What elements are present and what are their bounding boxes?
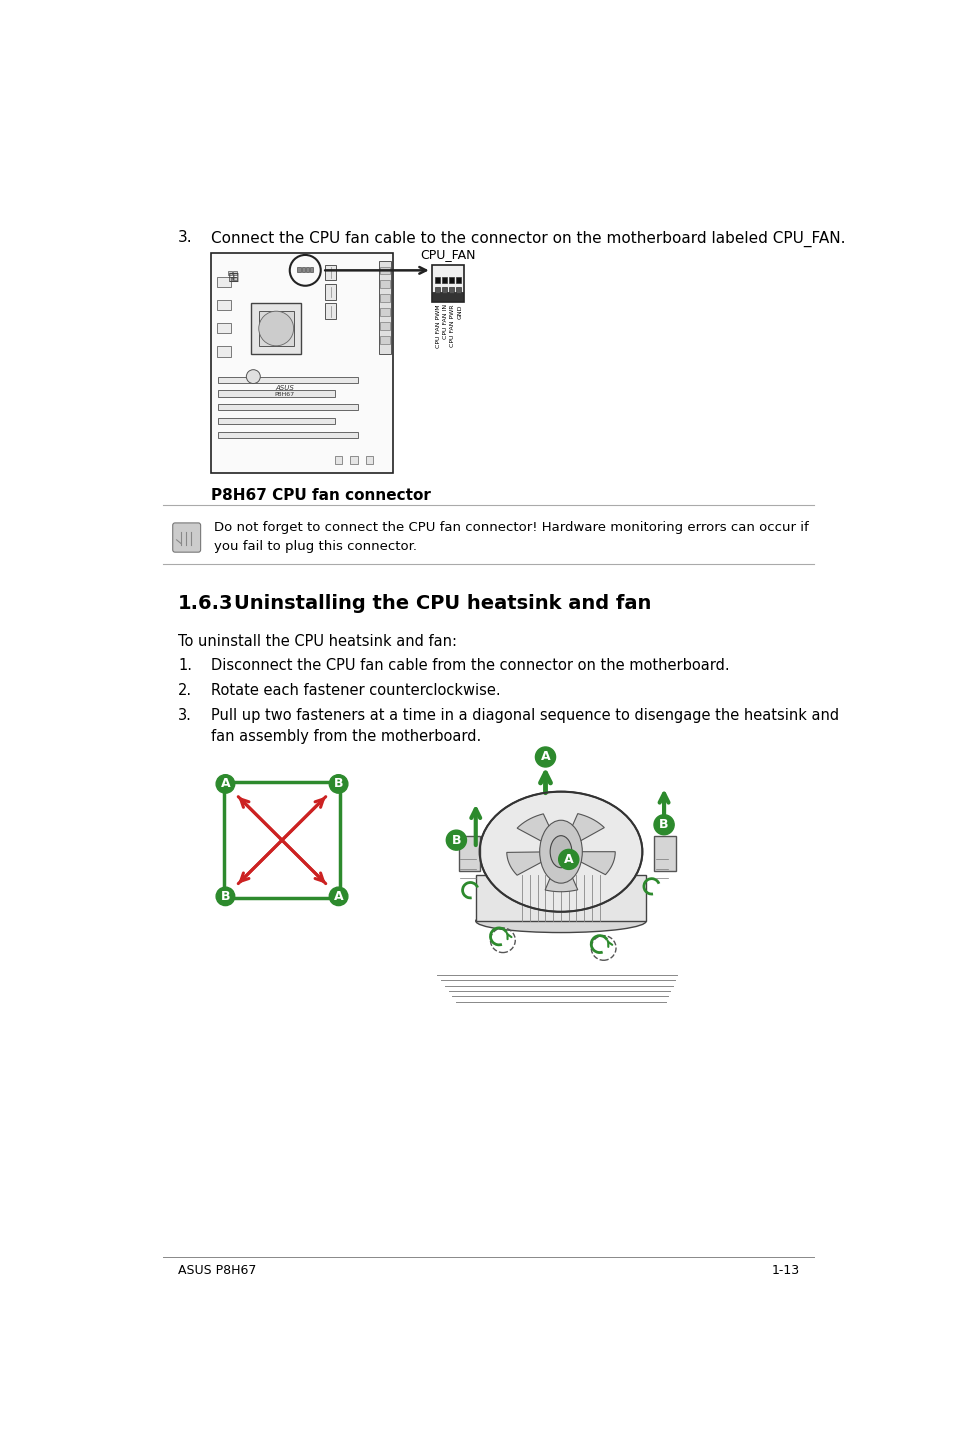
Bar [233,276,236,280]
Text: Do not forget to connect the CPU fan connector! Hardware monitoring errors can o: Do not forget to connect the CPU fan con… [213,521,808,552]
Circle shape [535,746,555,766]
Text: GND: GND [456,305,461,319]
Text: B: B [220,890,230,903]
Bar [218,404,357,410]
Bar [380,308,390,316]
Text: P8H67 CPU fan connector: P8H67 CPU fan connector [211,489,430,503]
Text: CPU_FAN: CPU_FAN [419,249,476,262]
Bar [325,303,335,319]
Text: B: B [659,818,668,831]
Circle shape [446,830,466,850]
Text: 1.: 1. [178,659,192,673]
Bar [432,292,463,301]
Ellipse shape [539,820,581,883]
Polygon shape [577,851,615,874]
Text: A: A [220,778,230,791]
Bar [448,286,454,293]
FancyBboxPatch shape [476,874,645,920]
Bar [216,322,231,334]
Ellipse shape [479,792,641,912]
Bar [378,262,391,354]
Bar [228,272,232,275]
Text: Connect the CPU fan cable to the connector on the motherboard labeled CPU_FAN.: Connect the CPU fan cable to the connect… [211,230,844,246]
Bar [458,837,480,871]
Bar [297,267,300,272]
Polygon shape [566,814,603,843]
Text: A: A [334,890,343,903]
Bar [211,253,393,473]
Bar [380,295,390,302]
Bar [380,280,390,288]
Bar [218,431,357,439]
Text: CPU FAN PWR: CPU FAN PWR [450,305,455,347]
Bar [301,267,305,272]
Circle shape [329,775,348,794]
Bar [335,456,342,463]
Bar [310,267,313,272]
Bar [216,299,231,311]
Bar [325,265,335,280]
Text: CPU FAN IN: CPU FAN IN [443,305,448,339]
Text: 3.: 3. [178,230,193,246]
Text: A: A [563,853,573,866]
Polygon shape [544,866,578,892]
Bar [228,276,232,280]
Bar [216,345,231,357]
Text: Uninstalling the CPU heatsink and fan: Uninstalling the CPU heatsink and fan [233,594,651,613]
Bar [456,276,460,283]
Bar [325,285,335,299]
Text: 1-13: 1-13 [771,1264,799,1277]
Bar [448,276,454,283]
Bar [441,286,447,293]
Bar [441,276,447,283]
Bar [216,276,231,288]
Bar [233,272,236,275]
Polygon shape [506,851,545,876]
Bar [218,377,357,383]
Circle shape [216,775,234,794]
Text: 3.: 3. [178,707,192,723]
Text: A: A [540,751,550,764]
Ellipse shape [476,909,645,933]
Bar [431,265,464,302]
Circle shape [558,850,578,870]
Bar [380,266,390,275]
FancyBboxPatch shape [172,523,200,552]
Bar [258,311,294,345]
Ellipse shape [550,835,571,867]
Circle shape [258,311,294,345]
Text: CPU FAN PWM: CPU FAN PWM [436,305,440,348]
Text: Disconnect the CPU fan cable from the connector on the motherboard.: Disconnect the CPU fan cable from the co… [211,659,728,673]
Circle shape [654,815,674,835]
Text: 2.: 2. [178,683,193,697]
Bar [456,286,460,293]
Bar [365,456,373,463]
Bar [350,456,357,463]
Bar [380,322,390,329]
Text: B: B [334,778,343,791]
Bar [224,782,340,897]
Text: B: B [451,834,460,847]
Bar [654,837,675,871]
Text: Rotate each fastener counterclockwise.: Rotate each fastener counterclockwise. [211,683,499,697]
Bar [251,303,301,354]
Text: Pull up two fasteners at a time in a diagonal sequence to disengage the heatsink: Pull up two fasteners at a time in a dia… [211,707,838,743]
Text: ASUS P8H67: ASUS P8H67 [178,1264,256,1277]
Bar [435,286,439,293]
Text: P8H67: P8H67 [274,391,294,397]
Bar [218,418,335,424]
Circle shape [246,370,260,384]
Circle shape [216,887,234,906]
Text: ASUS: ASUS [274,385,294,391]
Polygon shape [517,814,554,843]
Text: 1.6.3: 1.6.3 [178,594,233,613]
Bar [380,336,390,344]
Bar [306,267,309,272]
Circle shape [329,887,348,906]
Bar [435,276,439,283]
Bar [218,391,335,397]
Text: To uninstall the CPU heatsink and fan:: To uninstall the CPU heatsink and fan: [178,634,456,649]
Text: ⊞: ⊞ [228,270,239,285]
